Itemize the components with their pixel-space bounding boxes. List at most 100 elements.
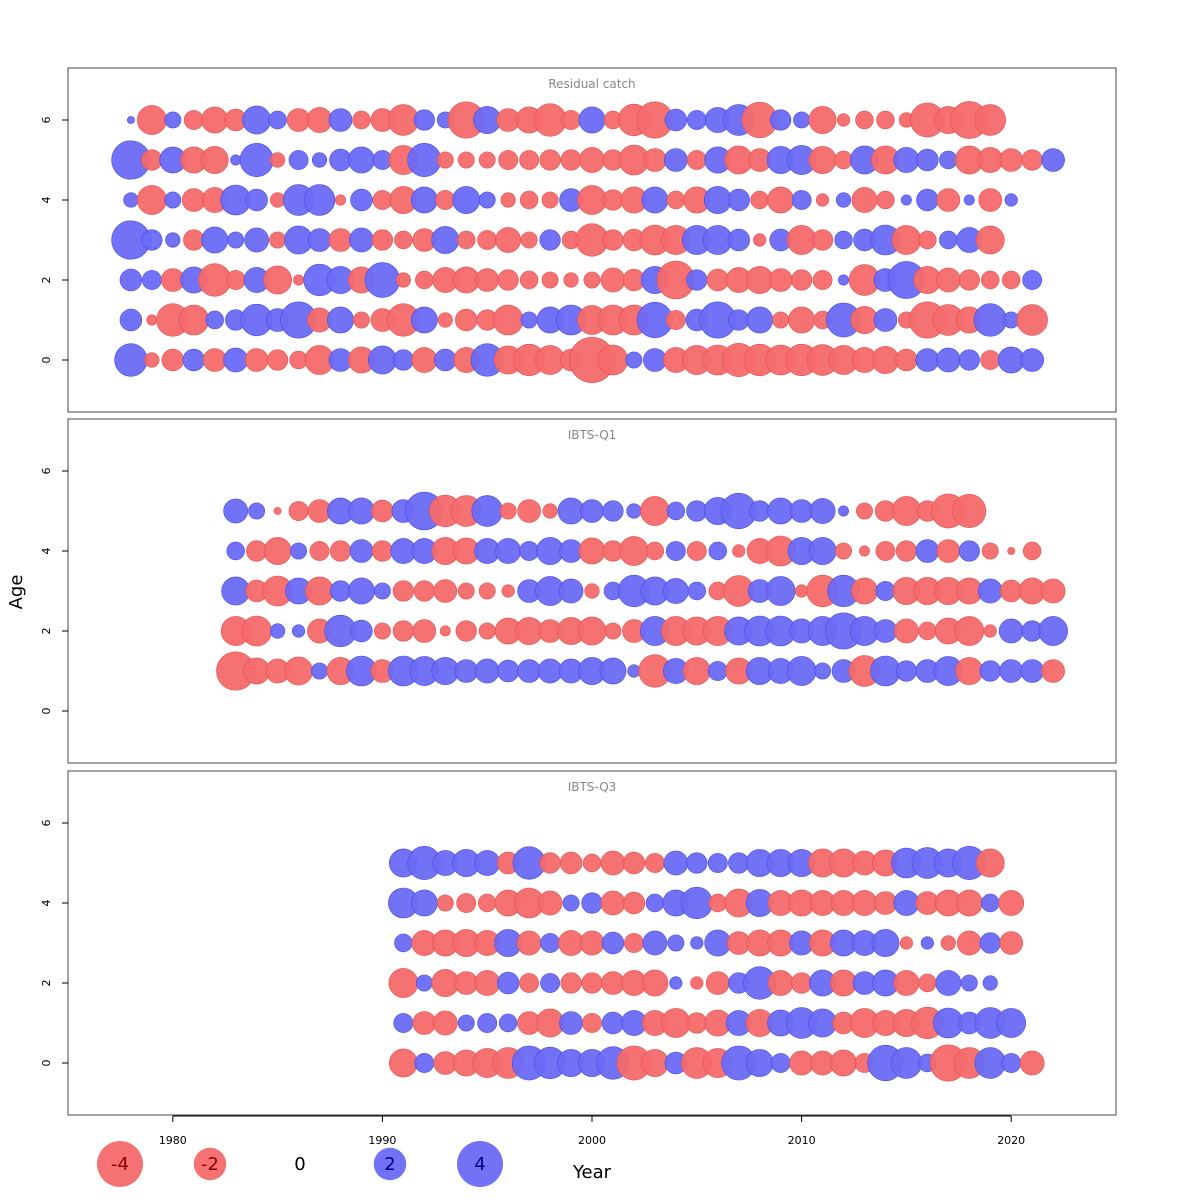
residual-bubble [517, 499, 541, 523]
residual-bubble [686, 1012, 708, 1034]
residual-bubble [622, 851, 646, 875]
residual-bubble [666, 501, 686, 521]
residual-bubble [1004, 193, 1018, 207]
residual-bubble [900, 194, 912, 206]
y-tick-label: 4 [40, 900, 53, 907]
legend-bubble [193, 1147, 227, 1181]
residual-bubble [582, 1013, 602, 1033]
residual-bubble [703, 186, 732, 214]
residual-bubble [746, 306, 774, 334]
residual-bubble [1019, 1050, 1045, 1076]
residual-bubble [432, 1010, 458, 1036]
residual-bubble [808, 537, 837, 565]
residual-bubble [954, 616, 985, 646]
residual-bubble [915, 539, 940, 563]
residual-bubble [705, 971, 730, 995]
residual-bubble [539, 229, 561, 251]
residual-bubble [114, 343, 148, 377]
residual-bubble [559, 851, 583, 875]
residual-bubble [371, 540, 393, 562]
residual-bubble [893, 147, 920, 173]
residual-bubble [495, 538, 522, 564]
residual-bubble [306, 107, 333, 133]
residual-bubble [475, 268, 500, 292]
residual-bubble [119, 268, 143, 292]
residual-bubble [123, 192, 139, 208]
residual-bubble [767, 970, 794, 996]
residual-bubble [578, 537, 606, 565]
chart-panels: Residual catch 0 2 4 6 IBTS-Q1 0 2 4 6 IBTS-Q3 0 2 4 6 [40, 67, 1117, 1116]
residual-bubble [579, 930, 605, 956]
residual-bubble [348, 577, 375, 605]
residual-bubble [269, 231, 287, 249]
residual-bubble [519, 270, 539, 290]
residual-bubble [1041, 148, 1065, 172]
residual-bubble [242, 105, 272, 135]
residual-bubble [388, 968, 419, 998]
residual-bubble [413, 580, 435, 602]
residual-bubble [540, 933, 561, 953]
y-tick-label: 6 [40, 468, 53, 475]
residual-bubble [973, 303, 1007, 337]
residual-bubble [241, 615, 272, 647]
residual-bubble [838, 505, 849, 517]
residual-bubble [353, 311, 370, 329]
residual-bubble [916, 188, 939, 212]
y-tick-label: 4 [40, 548, 53, 555]
residual-bubble [478, 191, 496, 209]
y-tick-label: 6 [40, 820, 53, 827]
residual-bubble [291, 624, 306, 638]
residual-bubble [728, 309, 750, 331]
residual-bubble [893, 970, 920, 996]
residual-bubble [680, 886, 713, 920]
residual-bubble [394, 933, 413, 953]
residual-bubble [311, 152, 328, 168]
residual-bubble [457, 230, 476, 250]
residual-bubble [329, 580, 352, 602]
residual-bubble [619, 536, 649, 566]
residual-bubble [625, 351, 643, 369]
residual-bubble [873, 619, 898, 643]
residual-bubble [164, 191, 182, 209]
residual-bubble [708, 541, 727, 561]
residual-bubble [520, 311, 538, 329]
residual-bubble [974, 104, 1006, 136]
residual-bubble [584, 583, 600, 599]
residual-bubble [411, 347, 438, 373]
residual-bubble [974, 1047, 1006, 1079]
residual-bubble [791, 190, 812, 210]
residual-bubble [455, 620, 477, 642]
residual-bubble [562, 894, 580, 912]
residual-bubble [583, 271, 601, 289]
residual-bubble [497, 269, 519, 291]
residual-bubble [239, 143, 274, 177]
residual-bubble [666, 190, 686, 210]
residual-bubble [786, 656, 817, 686]
residual-bubble [983, 624, 997, 638]
x-tick-label: 1980 [159, 1134, 187, 1147]
residual-bubble [814, 662, 831, 680]
residual-bubble [581, 972, 603, 994]
residual-bubble [230, 154, 242, 166]
y-tick-label: 2 [40, 277, 53, 284]
residual-bubble [768, 268, 793, 292]
residual-bubble [1001, 1053, 1022, 1073]
legend-bubble [97, 1141, 143, 1187]
residual-bubble [471, 495, 503, 527]
residual-bubble [373, 622, 391, 640]
residual-bubble [372, 190, 393, 210]
residual-bubble [982, 975, 998, 991]
residual-bubble [558, 578, 584, 604]
residual-bubble [498, 150, 519, 170]
residual-bubble [539, 852, 561, 874]
panel-frame [67, 67, 1117, 413]
residual-bubble [665, 541, 686, 561]
residual-bubble [305, 576, 334, 606]
residual-bubble [288, 501, 309, 521]
residual-bubble [999, 659, 1024, 683]
residual-bubble [838, 274, 849, 286]
residual-bubble [998, 618, 1024, 644]
residual-bubble [834, 150, 853, 170]
residual-bubble [164, 111, 182, 129]
residual-bubble [579, 147, 605, 173]
